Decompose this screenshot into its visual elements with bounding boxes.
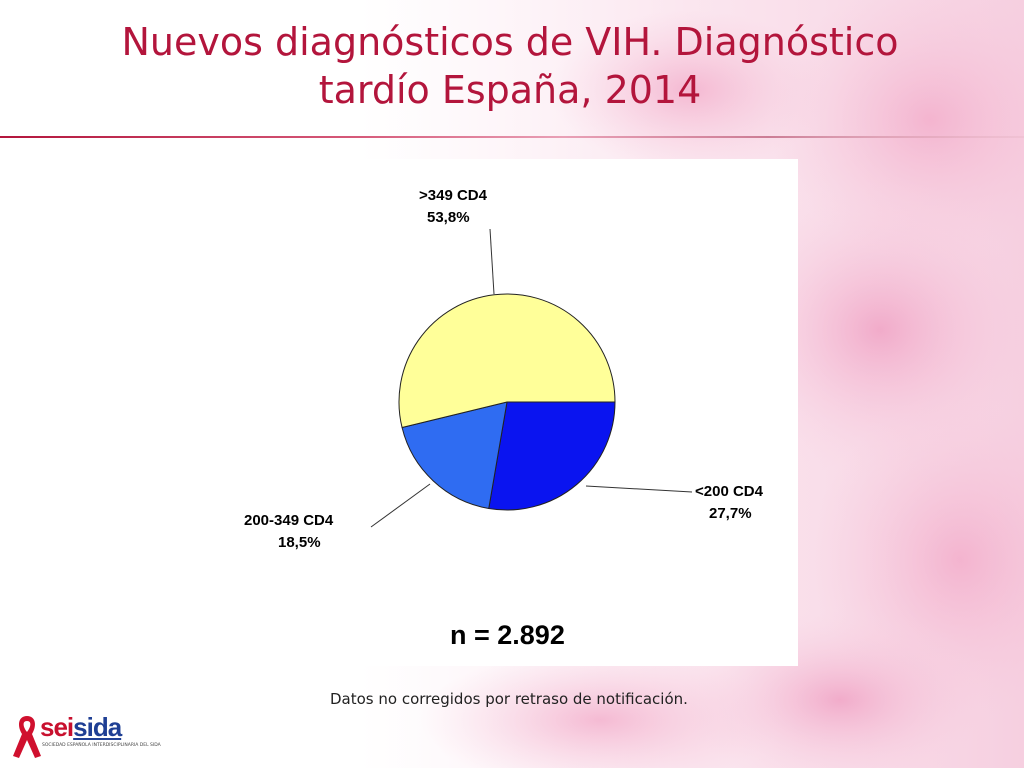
title-divider bbox=[0, 136, 1024, 138]
pie-chart: <200 CD4 27,7% 200-349 CD4 18,5% >349 CD4 53,… bbox=[244, 187, 764, 650]
pie-slice bbox=[401, 401, 508, 510]
logo-wordmark: seisida bbox=[40, 712, 122, 743]
sample-size-label: n = 2.892 bbox=[450, 620, 565, 650]
logo-subtitle: SOCIEDAD ESPAÑOLA INTERDISCIPLINARIA DEL… bbox=[42, 743, 161, 748]
slide-title-line2: tardío España, 2014 bbox=[318, 68, 702, 112]
ribbon-icon bbox=[13, 716, 41, 758]
leader-line bbox=[585, 485, 693, 493]
chart-panel: <200 CD4 27,7% 200-349 CD4 18,5% >349 CD4 53,… bbox=[194, 159, 798, 666]
slice-label: >349 CD4 bbox=[419, 187, 488, 204]
footnote: Datos no corregidos por retraso de notif… bbox=[330, 690, 688, 708]
slice-label: 200-349 CD4 bbox=[244, 512, 334, 529]
logo-wordmark-sida: sida bbox=[73, 712, 122, 742]
slice-percent-label: 18,5% bbox=[278, 534, 321, 551]
pie-slice bbox=[488, 401, 616, 511]
pie-slice bbox=[398, 293, 616, 429]
logo-wordmark-sei: sei bbox=[40, 712, 74, 742]
seisida-logo: seisida SOCIEDAD ESPAÑOLA INTERDISCIPLIN… bbox=[10, 712, 180, 762]
leader-line bbox=[489, 228, 495, 295]
slice-label: <200 CD4 bbox=[695, 483, 764, 500]
slice-percent-label: 27,7% bbox=[709, 505, 752, 522]
slide-title: Nuevos diagnósticos de VIH. Diagnóstico … bbox=[40, 18, 980, 114]
slice-percent-label: 53,8% bbox=[427, 209, 470, 226]
slide-title-line1: Nuevos diagnósticos de VIH. Diagnóstico bbox=[121, 20, 899, 64]
leader-line bbox=[370, 483, 431, 528]
